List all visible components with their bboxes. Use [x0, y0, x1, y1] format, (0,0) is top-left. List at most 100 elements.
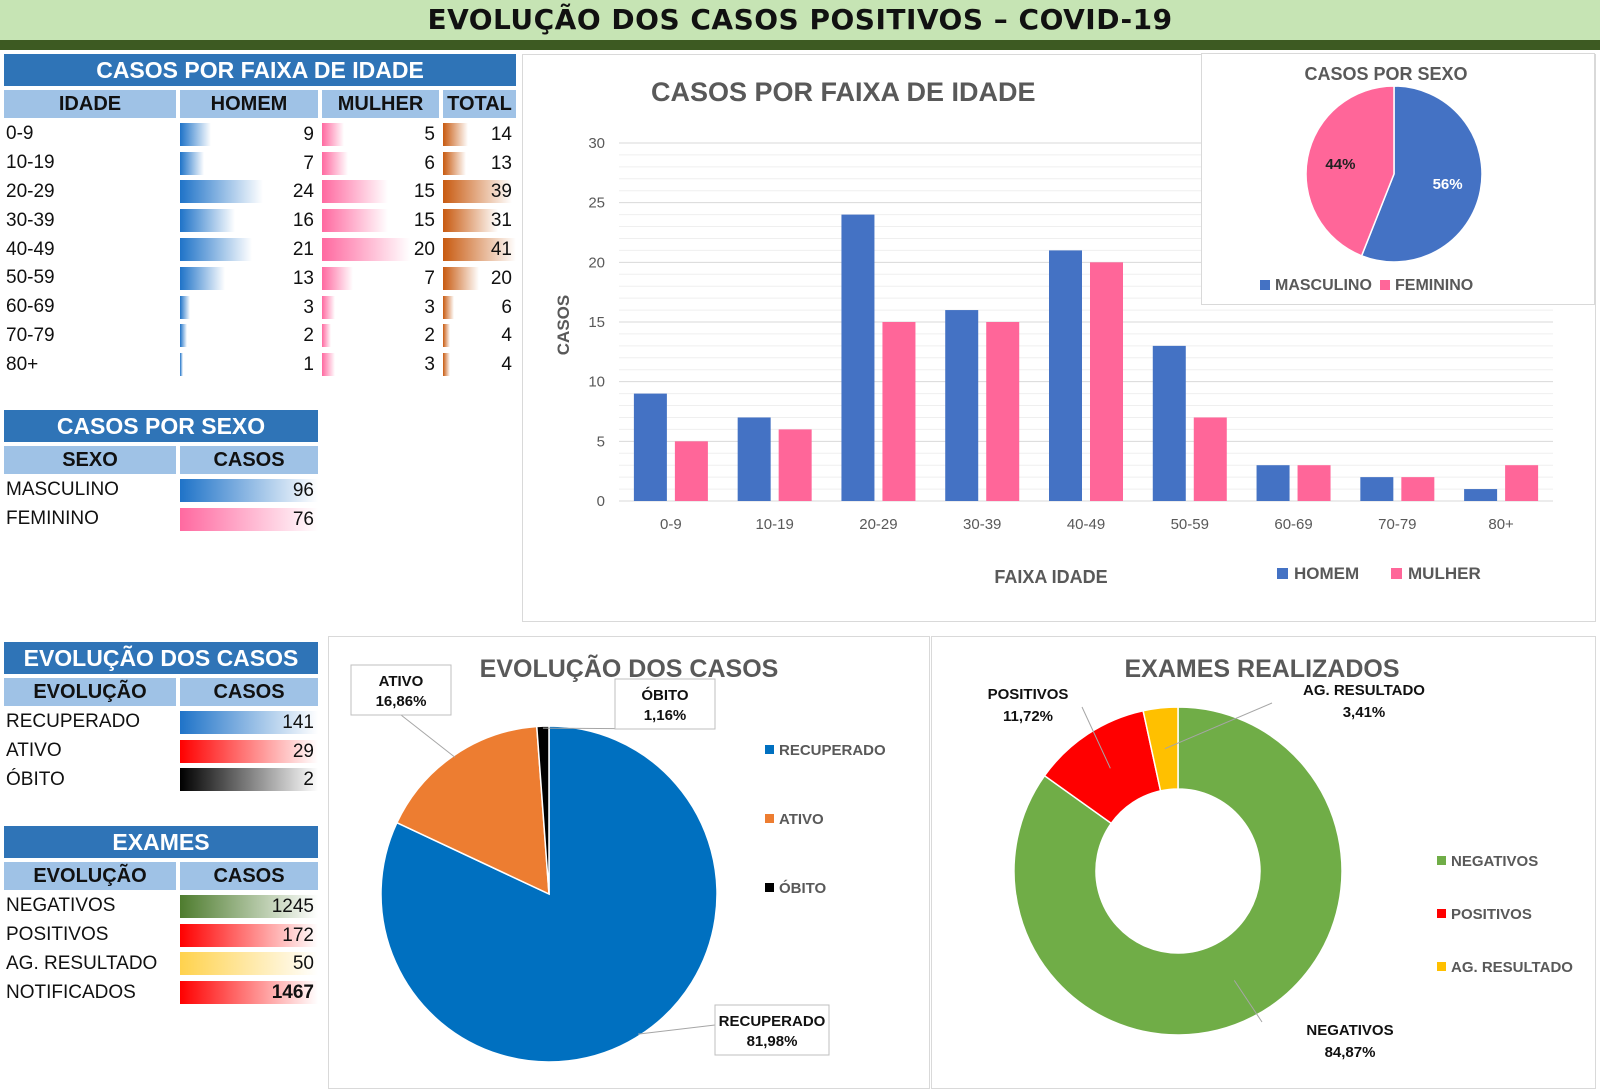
homem-cell: 7: [180, 151, 318, 175]
total-cell: 20: [443, 266, 516, 290]
total-cell: 31: [443, 209, 516, 233]
bar-mulher: [882, 322, 916, 501]
age-label: 70-79: [6, 324, 55, 346]
bar-homem: [1360, 477, 1394, 501]
callout-value: 84,87%: [1325, 1044, 1376, 1061]
homem-cell: 24: [180, 180, 318, 204]
slice-masculino: [1360, 85, 1483, 263]
exams-table-title: EXAMES: [2, 824, 320, 860]
mulher-value: 7: [424, 267, 435, 289]
homem-bar: [180, 122, 212, 146]
casos-bar: [180, 952, 318, 976]
evolution-header-casos: CASOS: [178, 676, 320, 708]
exams-donut-chart: EXAMES REALIZADOS NEGATIVOS 84,87% POSITIV…: [988, 655, 1574, 1061]
homem-bar: [180, 295, 191, 319]
legend-swatch: [765, 745, 774, 754]
homem-value: 7: [303, 152, 314, 174]
age-bar-chart-panel: CASOS POR FAIXA DE IDADE CASOS FAIXA IDA…: [522, 53, 1596, 622]
slice-recuperado: [380, 725, 718, 1063]
slice-ativo: [395, 725, 550, 896]
mulher-value: 3: [424, 296, 435, 318]
bar-homem: [737, 417, 771, 501]
bar-mulher: [986, 322, 1020, 501]
homem-bar: [180, 180, 263, 204]
legend-swatch: [1437, 856, 1446, 865]
bar-chart-title: CASOS POR FAIXA DE IDADE: [651, 77, 1036, 107]
legend-swatch: [765, 814, 774, 823]
mulher-cell: 3: [322, 295, 439, 319]
casos-bar: [180, 478, 318, 502]
dashboard-title-bar: EVOLUÇÃO DOS CASOS POSITIVOS – COVID-19: [0, 0, 1600, 40]
total-value: 6: [501, 296, 512, 318]
mulher-cell: 15: [322, 180, 439, 204]
callout-leader: [1081, 706, 1111, 769]
row-label: FEMININO: [6, 508, 99, 530]
total-bar: [443, 122, 468, 146]
homem-bar: [180, 238, 253, 262]
callout-leader: [1164, 702, 1273, 750]
bar-mulher: [674, 441, 708, 501]
y-tick-label: 0: [597, 493, 605, 510]
slice-negativos: [1013, 706, 1343, 1036]
total-cell: 41: [443, 238, 516, 262]
homem-value: 3: [303, 296, 314, 318]
exams-table: EXAMES EVOLUÇÃO CASOS NEGATIVOS 1245 POSIT…: [2, 824, 320, 1007]
callout-box: [714, 1004, 830, 1056]
legend-label: MULHER: [1408, 564, 1481, 583]
table-row: 0-9 9 5 14: [2, 120, 518, 149]
legend-swatch: [1277, 568, 1288, 579]
bar-mulher: [1401, 477, 1435, 501]
legend-label: FEMININO: [1395, 277, 1473, 294]
bar-chart-axis-labels: 0 5 10 15 20 25 30 0-9 10-19 20-29 30-39 40-49 50-59…: [588, 135, 1514, 533]
legend-label: AG. RESULTADO: [1451, 959, 1573, 976]
homem-value: 9: [303, 123, 314, 145]
total-value: 4: [501, 354, 512, 376]
evolution-pie-callouts: RECUPERADO 81,98% ATIVO 16,86% ÓBITO 1,16%: [350, 664, 830, 1056]
casos-cell: 50: [180, 952, 318, 976]
age-label: 50-59: [6, 267, 55, 289]
homem-value: 24: [292, 181, 314, 203]
total-cell: 39: [443, 180, 516, 204]
age-header-homem: HOMEM: [178, 88, 320, 120]
x-tick-label: 80+: [1488, 516, 1514, 533]
age-label: 20-29: [6, 180, 55, 202]
y-tick-label: 20: [588, 254, 605, 271]
age-table: CASOS POR FAIXA DE IDADE IDADE HOMEM MUL…: [2, 52, 518, 379]
table-row: NOTIFICADOS 1467: [2, 978, 320, 1007]
exams-donut-legend: NEGATIVOS POSITIVOS AG. RESULTADO: [1437, 853, 1573, 976]
evolution-table: EVOLUÇÃO DOS CASOS EVOLUÇÃO CASOS RECUPE…: [2, 640, 320, 794]
age-label: 60-69: [6, 296, 55, 318]
mulher-bar: [322, 180, 388, 204]
bar-homem: [1464, 489, 1498, 501]
legend-swatch: [1437, 909, 1446, 918]
homem-cell: 16: [180, 209, 318, 233]
homem-value: 13: [292, 267, 314, 289]
dashboard-title: EVOLUÇÃO DOS CASOS POSITIVOS – COVID-19: [427, 3, 1173, 36]
row-label: POSITIVOS: [6, 924, 109, 946]
legend-label: HOMEM: [1294, 564, 1359, 583]
evolution-pie-slices: [380, 725, 718, 1063]
age-label: 30-39: [6, 209, 55, 231]
bar-mulher: [778, 429, 812, 501]
table-row: 10-19 7 6 13: [2, 149, 518, 178]
x-tick-label: 10-19: [755, 516, 793, 533]
slice-feminino: [1305, 85, 1395, 257]
mulher-cell: 3: [322, 353, 439, 377]
table-row: 30-39 16 15 31: [2, 206, 518, 235]
x-tick-label: 0-9: [660, 516, 682, 533]
y-tick-label: 10: [588, 374, 605, 391]
callout-label: AG. RESULTADO: [1303, 682, 1425, 699]
bar-homem: [633, 393, 667, 501]
age-label: 80+: [6, 353, 39, 375]
homem-cell: 1: [180, 353, 318, 377]
bar-chart-ylabel: CASOS: [554, 295, 573, 355]
mulher-value: 5: [424, 123, 435, 145]
table-row: 70-79 2 2 4: [2, 322, 518, 351]
table-row: FEMININO 76: [2, 505, 320, 534]
mulher-bar: [322, 324, 331, 348]
table-row: NEGATIVOS 1245: [2, 892, 320, 921]
total-value: 13: [490, 152, 512, 174]
evolution-pie-panel: EVOLUÇÃO DOS CASOS RECUPERADO 81,98% ATIVO…: [328, 636, 930, 1089]
total-cell: 4: [443, 353, 516, 377]
mulher-cell: 2: [322, 324, 439, 348]
